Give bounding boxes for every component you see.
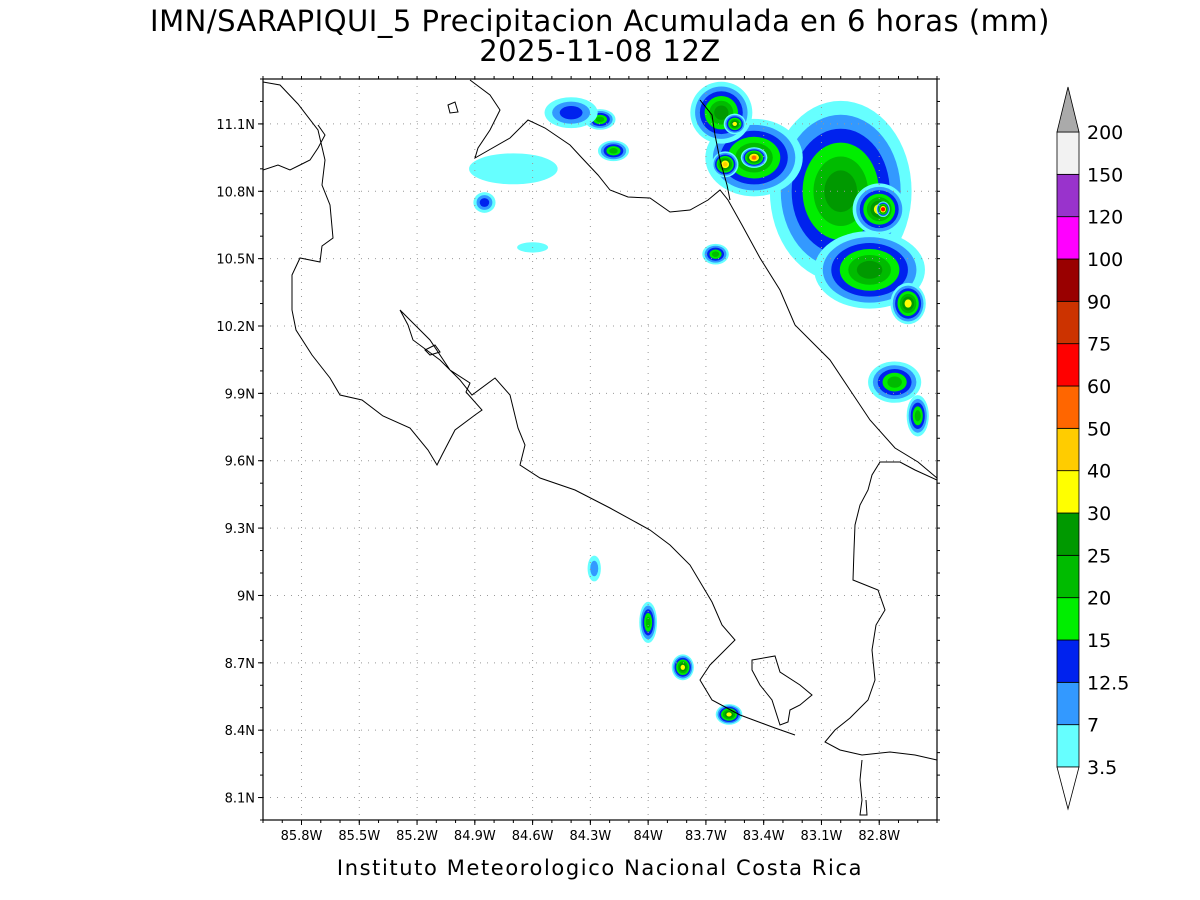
precip-contour — [824, 170, 858, 213]
precip-contour — [887, 376, 902, 388]
colorbar-label: 75 — [1087, 334, 1111, 356]
y-tick-label: 10.8N — [216, 185, 255, 200]
precip-contour — [609, 148, 618, 154]
colorbar-swatch — [1056, 597, 1080, 641]
colorbar-swatch — [1056, 131, 1080, 175]
map-datetime: 2025-11-08 12Z — [479, 34, 721, 68]
y-tick-label: 9N — [237, 589, 255, 604]
institution-credit: Instituto Meteorologico Nacional Costa R… — [336, 856, 864, 880]
precip-contour — [645, 616, 651, 629]
colorbar-swatch — [1056, 512, 1080, 556]
colorbar-swatch — [1056, 724, 1080, 768]
colorbar-label: 20 — [1087, 588, 1111, 610]
precip-contour — [559, 106, 583, 120]
lat-lon-grid — [263, 79, 937, 820]
precip-contour — [680, 664, 686, 670]
precip-contour — [479, 198, 490, 207]
colorbar-swatch — [1056, 681, 1080, 726]
y-tick-label: 10.2N — [216, 320, 255, 335]
x-tick-label: 83.4W — [743, 829, 785, 844]
x-tick-label: 84.9W — [454, 829, 496, 844]
colorbar-label: 40 — [1087, 461, 1111, 483]
precip-contour — [711, 251, 720, 257]
precipitation-field — [469, 81, 929, 725]
x-tick-label: 83.7W — [685, 829, 727, 844]
x-tick-label: 85.2W — [396, 829, 438, 844]
x-tick-label: 84.3W — [569, 829, 611, 844]
precip-contour — [732, 121, 738, 126]
colorbar-swatch — [1056, 300, 1080, 345]
colorbar-swatch — [1056, 258, 1080, 302]
colorbar-min-triangle — [1056, 766, 1080, 811]
precip-contour — [904, 299, 912, 308]
coastline-borders — [263, 79, 937, 816]
map-title: IMN/SARAPIQUI_5 Precipitacion Acumulada … — [150, 4, 1050, 38]
x-tick-label: 85.8W — [281, 829, 323, 844]
colorbar-label: 3.5 — [1087, 757, 1117, 779]
colorbar-swatch — [1056, 216, 1080, 260]
colorbar-label: 100 — [1087, 249, 1123, 271]
precip-contour — [469, 153, 558, 185]
colorbar-label: 50 — [1087, 418, 1111, 440]
colorbar-label: 120 — [1087, 207, 1123, 229]
y-tick-label: 8.4N — [225, 724, 255, 739]
colorbar-label: 25 — [1087, 545, 1111, 567]
longitude-ticks: 85.8W 85.5W 85.2W 84.9W 84.6W 84.3W 84W 83.7W 83… — [262, 76, 938, 844]
colorbar-label: 12.5 — [1087, 672, 1129, 694]
latitude-ticks: 8.1N 8.4N 8.7N 9N 9.3N 9.6N 9.9N 10.2N 10.5N 10.8… — [216, 78, 940, 821]
colorbar-label: 30 — [1087, 503, 1111, 525]
map-frame — [262, 78, 938, 821]
precip-contour — [595, 116, 605, 123]
y-tick-label: 11.1N — [216, 118, 255, 133]
colorbar-swatch — [1056, 173, 1080, 218]
colorbar-swatch — [1056, 385, 1080, 429]
x-tick-label: 85.5W — [338, 829, 380, 844]
precip-contour — [881, 207, 886, 212]
y-tick-label: 10.5N — [216, 253, 255, 268]
colorbar-swatch — [1056, 427, 1080, 472]
precip-contour — [856, 260, 883, 279]
precip-contour — [751, 155, 757, 160]
colorbar-label: 150 — [1087, 164, 1123, 186]
colorbar-label: 7 — [1087, 715, 1099, 737]
x-tick-label: 83.1W — [801, 829, 843, 844]
y-tick-label: 8.7N — [225, 657, 255, 672]
precip-contour — [714, 105, 729, 120]
colorbar-swatch — [1056, 343, 1080, 387]
colorbar-label: 200 — [1087, 122, 1123, 144]
precip-contour — [722, 162, 728, 167]
precip-contour — [914, 410, 921, 422]
x-tick-label: 82.8W — [858, 829, 900, 844]
colorbar-label: 60 — [1087, 376, 1111, 398]
y-tick-label: 9.6N — [225, 455, 255, 470]
colorbar: 3.5 7 12.5 15 20 25 30 40 50 60 75 90 100 120 150 200 — [1056, 86, 1129, 811]
colorbar-swatch — [1056, 639, 1080, 683]
precip-contour — [590, 560, 599, 577]
colorbar-label: 15 — [1087, 630, 1111, 652]
colorbar-swatch — [1056, 470, 1080, 514]
x-tick-label: 84W — [633, 829, 663, 844]
precip-contour — [726, 712, 732, 717]
colorbar-swatch — [1056, 554, 1080, 599]
y-tick-label: 8.1N — [225, 792, 255, 807]
colorbar-max-triangle — [1056, 86, 1080, 133]
y-tick-label: 9.3N — [225, 522, 255, 537]
colorbar-label: 90 — [1087, 291, 1111, 313]
x-tick-label: 84.6W — [512, 829, 554, 844]
y-tick-label: 9.9N — [225, 387, 255, 402]
